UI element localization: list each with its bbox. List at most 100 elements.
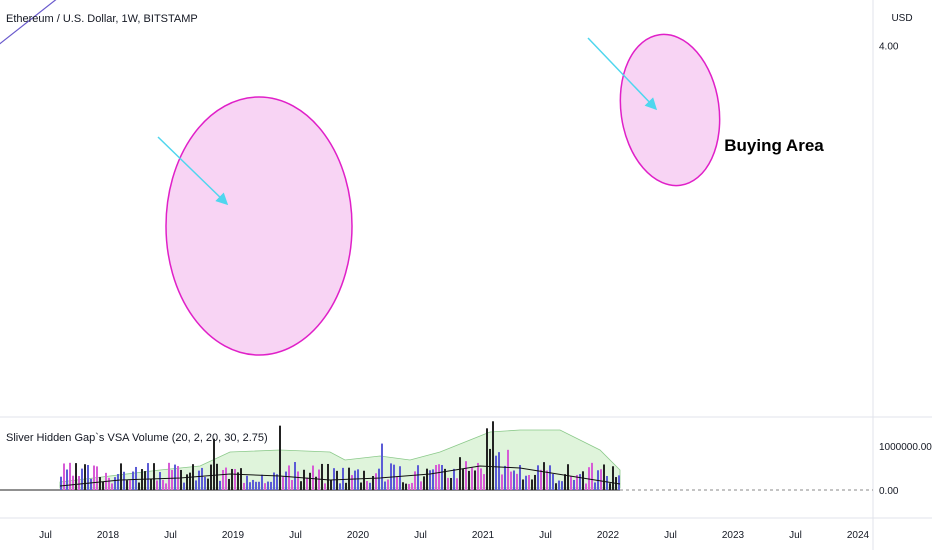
volume-bar bbox=[315, 476, 317, 490]
annotation-layer-under bbox=[165, 33, 721, 356]
volume-tick-label: 1000000.00 bbox=[879, 442, 932, 453]
volume-pane: 1000000.00 0.00 bbox=[0, 421, 932, 497]
time-tick-label: 2019 bbox=[222, 530, 245, 541]
volume-bar bbox=[264, 483, 266, 490]
volume-average-line bbox=[59, 465, 621, 487]
volume-bar bbox=[405, 483, 407, 490]
volume-bar bbox=[228, 478, 230, 490]
time-axis[interactable]: Jul 2018 Jul 2019 Jul 2020 Jul 2021 Jul 2022 Jul 20… bbox=[39, 530, 869, 541]
volume-bar bbox=[567, 464, 569, 490]
volume-bar bbox=[384, 481, 386, 490]
volume-bar bbox=[156, 480, 158, 490]
volume-bar bbox=[162, 479, 164, 490]
volume-bar bbox=[312, 465, 314, 490]
volume-bar bbox=[216, 463, 218, 490]
volume-bar bbox=[234, 469, 236, 490]
volume-bar bbox=[246, 475, 248, 490]
time-tick-label: 2024 bbox=[847, 530, 870, 541]
volume-bar bbox=[180, 469, 182, 490]
volume-bar bbox=[81, 468, 83, 490]
volume-bar bbox=[501, 474, 503, 490]
time-tick-label: Jul bbox=[164, 530, 177, 541]
volume-bar bbox=[594, 482, 596, 490]
volume-bar bbox=[534, 474, 536, 490]
volume-bar bbox=[174, 464, 176, 490]
volume-bar bbox=[309, 472, 311, 490]
volume-bar bbox=[129, 480, 131, 490]
price-tick-label: 4.00 bbox=[879, 41, 899, 52]
volume-bar bbox=[477, 462, 479, 490]
volume-bar bbox=[576, 474, 578, 490]
volume-bar bbox=[300, 481, 302, 490]
volume-bar bbox=[93, 465, 95, 490]
volume-bar bbox=[519, 465, 521, 490]
volume-bar bbox=[402, 482, 404, 490]
volume-bar bbox=[618, 475, 620, 490]
volume-tick-label: 0.00 bbox=[879, 486, 899, 497]
volume-bar bbox=[99, 477, 101, 490]
volume-bar bbox=[270, 481, 272, 490]
time-tick-label: Jul bbox=[289, 530, 302, 541]
volume-bar bbox=[207, 478, 209, 490]
volume-bar bbox=[114, 477, 116, 490]
volume-bar bbox=[306, 477, 308, 490]
volume-bar bbox=[231, 468, 233, 490]
volume-bar bbox=[438, 464, 440, 490]
volume-bar bbox=[96, 466, 98, 490]
volume-bar bbox=[399, 466, 401, 490]
volume-bar bbox=[249, 482, 251, 490]
volume-bar bbox=[189, 472, 191, 490]
volume-bar bbox=[144, 471, 146, 490]
cyan-arrow-2018 bbox=[157, 136, 229, 206]
volume-bar bbox=[489, 448, 491, 490]
volume-bar bbox=[84, 464, 86, 490]
volume-bar bbox=[381, 443, 383, 490]
volume-bar bbox=[66, 469, 68, 490]
volume-bar bbox=[291, 480, 293, 490]
volume-bar bbox=[609, 483, 611, 490]
volume-bar bbox=[606, 476, 608, 490]
volume-bar bbox=[153, 463, 155, 490]
volume-bar bbox=[510, 471, 512, 490]
time-tick-label: Jul bbox=[39, 530, 52, 541]
price-axis[interactable]: 22000.0010000.004000.001300.00600.00250.… bbox=[879, 0, 921, 52]
time-tick-label: Jul bbox=[664, 530, 677, 541]
volume-bar bbox=[516, 473, 518, 490]
volume-bar bbox=[417, 465, 419, 490]
volume-bar bbox=[276, 474, 278, 490]
volume-bar bbox=[285, 471, 287, 490]
volume-bar bbox=[429, 470, 431, 490]
volume-bar bbox=[444, 468, 446, 490]
time-tick-label: 2022 bbox=[597, 530, 620, 541]
volume-bar bbox=[255, 481, 257, 490]
volume-bar bbox=[366, 480, 368, 490]
volume-bar bbox=[243, 482, 245, 490]
volume-bar bbox=[591, 462, 593, 490]
volume-bar bbox=[585, 483, 587, 490]
volume-bar bbox=[360, 482, 362, 490]
volume-bar bbox=[225, 467, 227, 490]
volume-bar bbox=[147, 463, 149, 490]
volume-bar bbox=[369, 482, 371, 490]
volume-bar bbox=[462, 469, 464, 490]
volume-bar bbox=[354, 470, 356, 490]
volume-bar bbox=[507, 449, 509, 490]
volume-bar bbox=[561, 481, 563, 490]
volume-bar bbox=[498, 452, 500, 490]
volume-bar bbox=[327, 463, 329, 490]
volume-bar bbox=[252, 479, 254, 490]
volume-bar bbox=[525, 475, 527, 490]
volume-bar bbox=[150, 478, 152, 490]
volume-bar bbox=[183, 482, 185, 490]
volume-bar bbox=[351, 475, 353, 490]
volume-bar bbox=[582, 471, 584, 490]
volume-bar bbox=[408, 483, 410, 490]
volume-bar bbox=[222, 469, 224, 490]
volume-bar bbox=[612, 466, 614, 490]
volume-bar bbox=[450, 477, 452, 490]
volume-bar bbox=[126, 480, 128, 490]
volume-bar bbox=[375, 473, 377, 490]
volume-bar bbox=[345, 482, 347, 490]
